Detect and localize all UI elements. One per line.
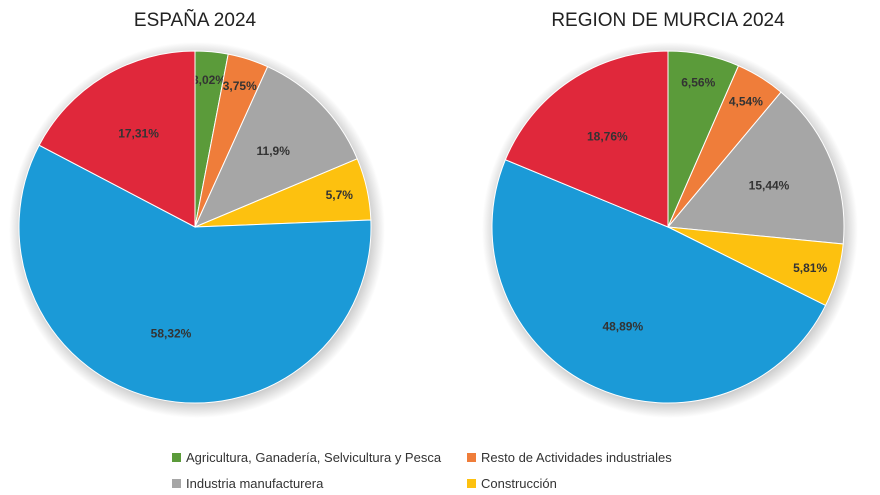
pie-slice [194,66,358,228]
data-label: 58,32% [151,326,192,340]
pie-slice [504,50,669,228]
legend-swatch [467,453,476,462]
data-label: 3,02% [192,73,226,87]
legend-item-resto-industriales: Resto de Actividades industriales [467,450,672,465]
legend-item-construccion: Construcción [467,476,557,491]
data-label: 3,75% [223,79,257,93]
chart-title-espana: ESPAÑA 2024 [133,10,257,31]
data-label: 48,89% [602,319,643,333]
legend-label: Resto de Actividades industriales [481,450,672,465]
legend-item-industria-manufacturera: Industria manufacturera [172,476,323,491]
legend-swatch [467,479,476,488]
pie-slice [18,144,372,404]
data-label: 11,9% [257,144,291,158]
legend-label: Agricultura, Ganadería, Selvicultura y P… [186,450,442,465]
data-label: 5,7% [326,188,354,202]
data-label: 4,54% [729,94,763,108]
data-label: 6,56% [681,75,715,89]
data-label: 5,81% [793,261,827,275]
pie-slice [491,159,827,404]
legend-item-agricultura: Agricultura, Ganadería, Selvicultura y P… [172,450,441,465]
chart-title-murcia: REGION DE MURCIA 2024 [551,10,785,31]
pie-slice [667,91,845,245]
data-label: 17,31% [118,127,159,141]
legend-swatch [172,479,181,488]
pie-slice [38,50,196,228]
data-label: 15,44% [749,179,790,193]
legend-swatch [172,453,181,462]
legend-label: Industria manufacturera [186,476,324,491]
data-label: 18,76% [587,129,628,143]
legend-label: Construcción [481,476,557,491]
